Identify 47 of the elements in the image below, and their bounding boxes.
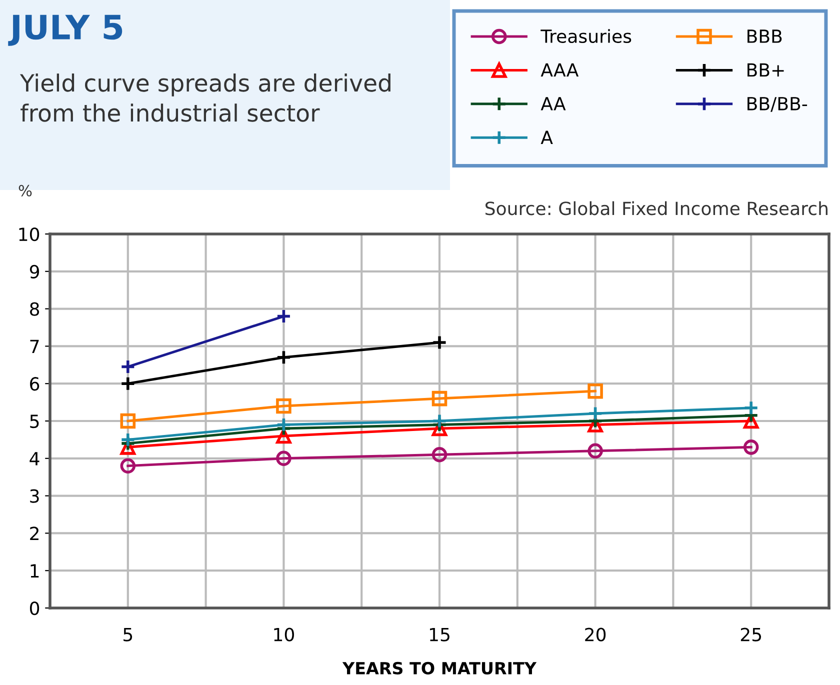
legend-label: AA: [540, 97, 566, 110]
point: [120, 432, 136, 448]
y-tick-label: 8: [30, 302, 40, 316]
legend-label: BB/BB-: [748, 97, 808, 112]
chart-subtitle: Yield curve spreads are derived from the industrial sector: [20, 74, 390, 122]
point: [120, 413, 136, 429]
point: [432, 447, 448, 462]
legend-label: A: [540, 130, 553, 144]
x-tick-label: 15: [430, 628, 450, 642]
y-tick-label: 1: [30, 564, 39, 578]
y-tick-label: 7: [30, 340, 39, 354]
legend-label: Treasuries: [540, 29, 632, 44]
y-tick-label: 6: [30, 377, 40, 391]
y-tick-label: 0: [30, 601, 40, 616]
y-axis-title: %: [18, 184, 32, 196]
x-tick-label: 5: [124, 628, 132, 642]
x-tick-label: 25: [740, 628, 762, 642]
point: [276, 350, 292, 366]
chart-title: JULY 5: [8, 14, 122, 46]
point: [276, 308, 292, 324]
point: [120, 376, 136, 392]
point: [588, 406, 603, 422]
y-tick-label: 3: [30, 489, 39, 503]
point: [276, 417, 292, 432]
point: [120, 458, 136, 474]
y-tick-label: 2: [30, 526, 38, 540]
legend-label: BB+: [748, 63, 784, 77]
x-tick-label: 20: [585, 628, 606, 642]
point: [432, 413, 448, 429]
x-axis-title: YEARS TO MATURITY: [342, 662, 537, 674]
point: [432, 390, 448, 406]
point: [432, 334, 448, 350]
x-tick-label: 10: [274, 628, 294, 642]
point: [276, 398, 292, 414]
y-tick-label: 5: [30, 414, 39, 428]
legend-label: AAA: [540, 63, 579, 77]
point: [120, 359, 136, 374]
y-tick-label: 4: [30, 452, 40, 466]
point: [588, 443, 603, 459]
point: [276, 450, 292, 466]
y-tick-label: 10: [19, 227, 40, 242]
point: [743, 400, 759, 416]
y-tick-label: 9: [30, 264, 40, 279]
point: [743, 440, 759, 455]
source-note: Source: Global Fixed Income Research: [486, 201, 828, 216]
legend-label: BBB: [748, 30, 782, 43]
point: [588, 383, 603, 399]
